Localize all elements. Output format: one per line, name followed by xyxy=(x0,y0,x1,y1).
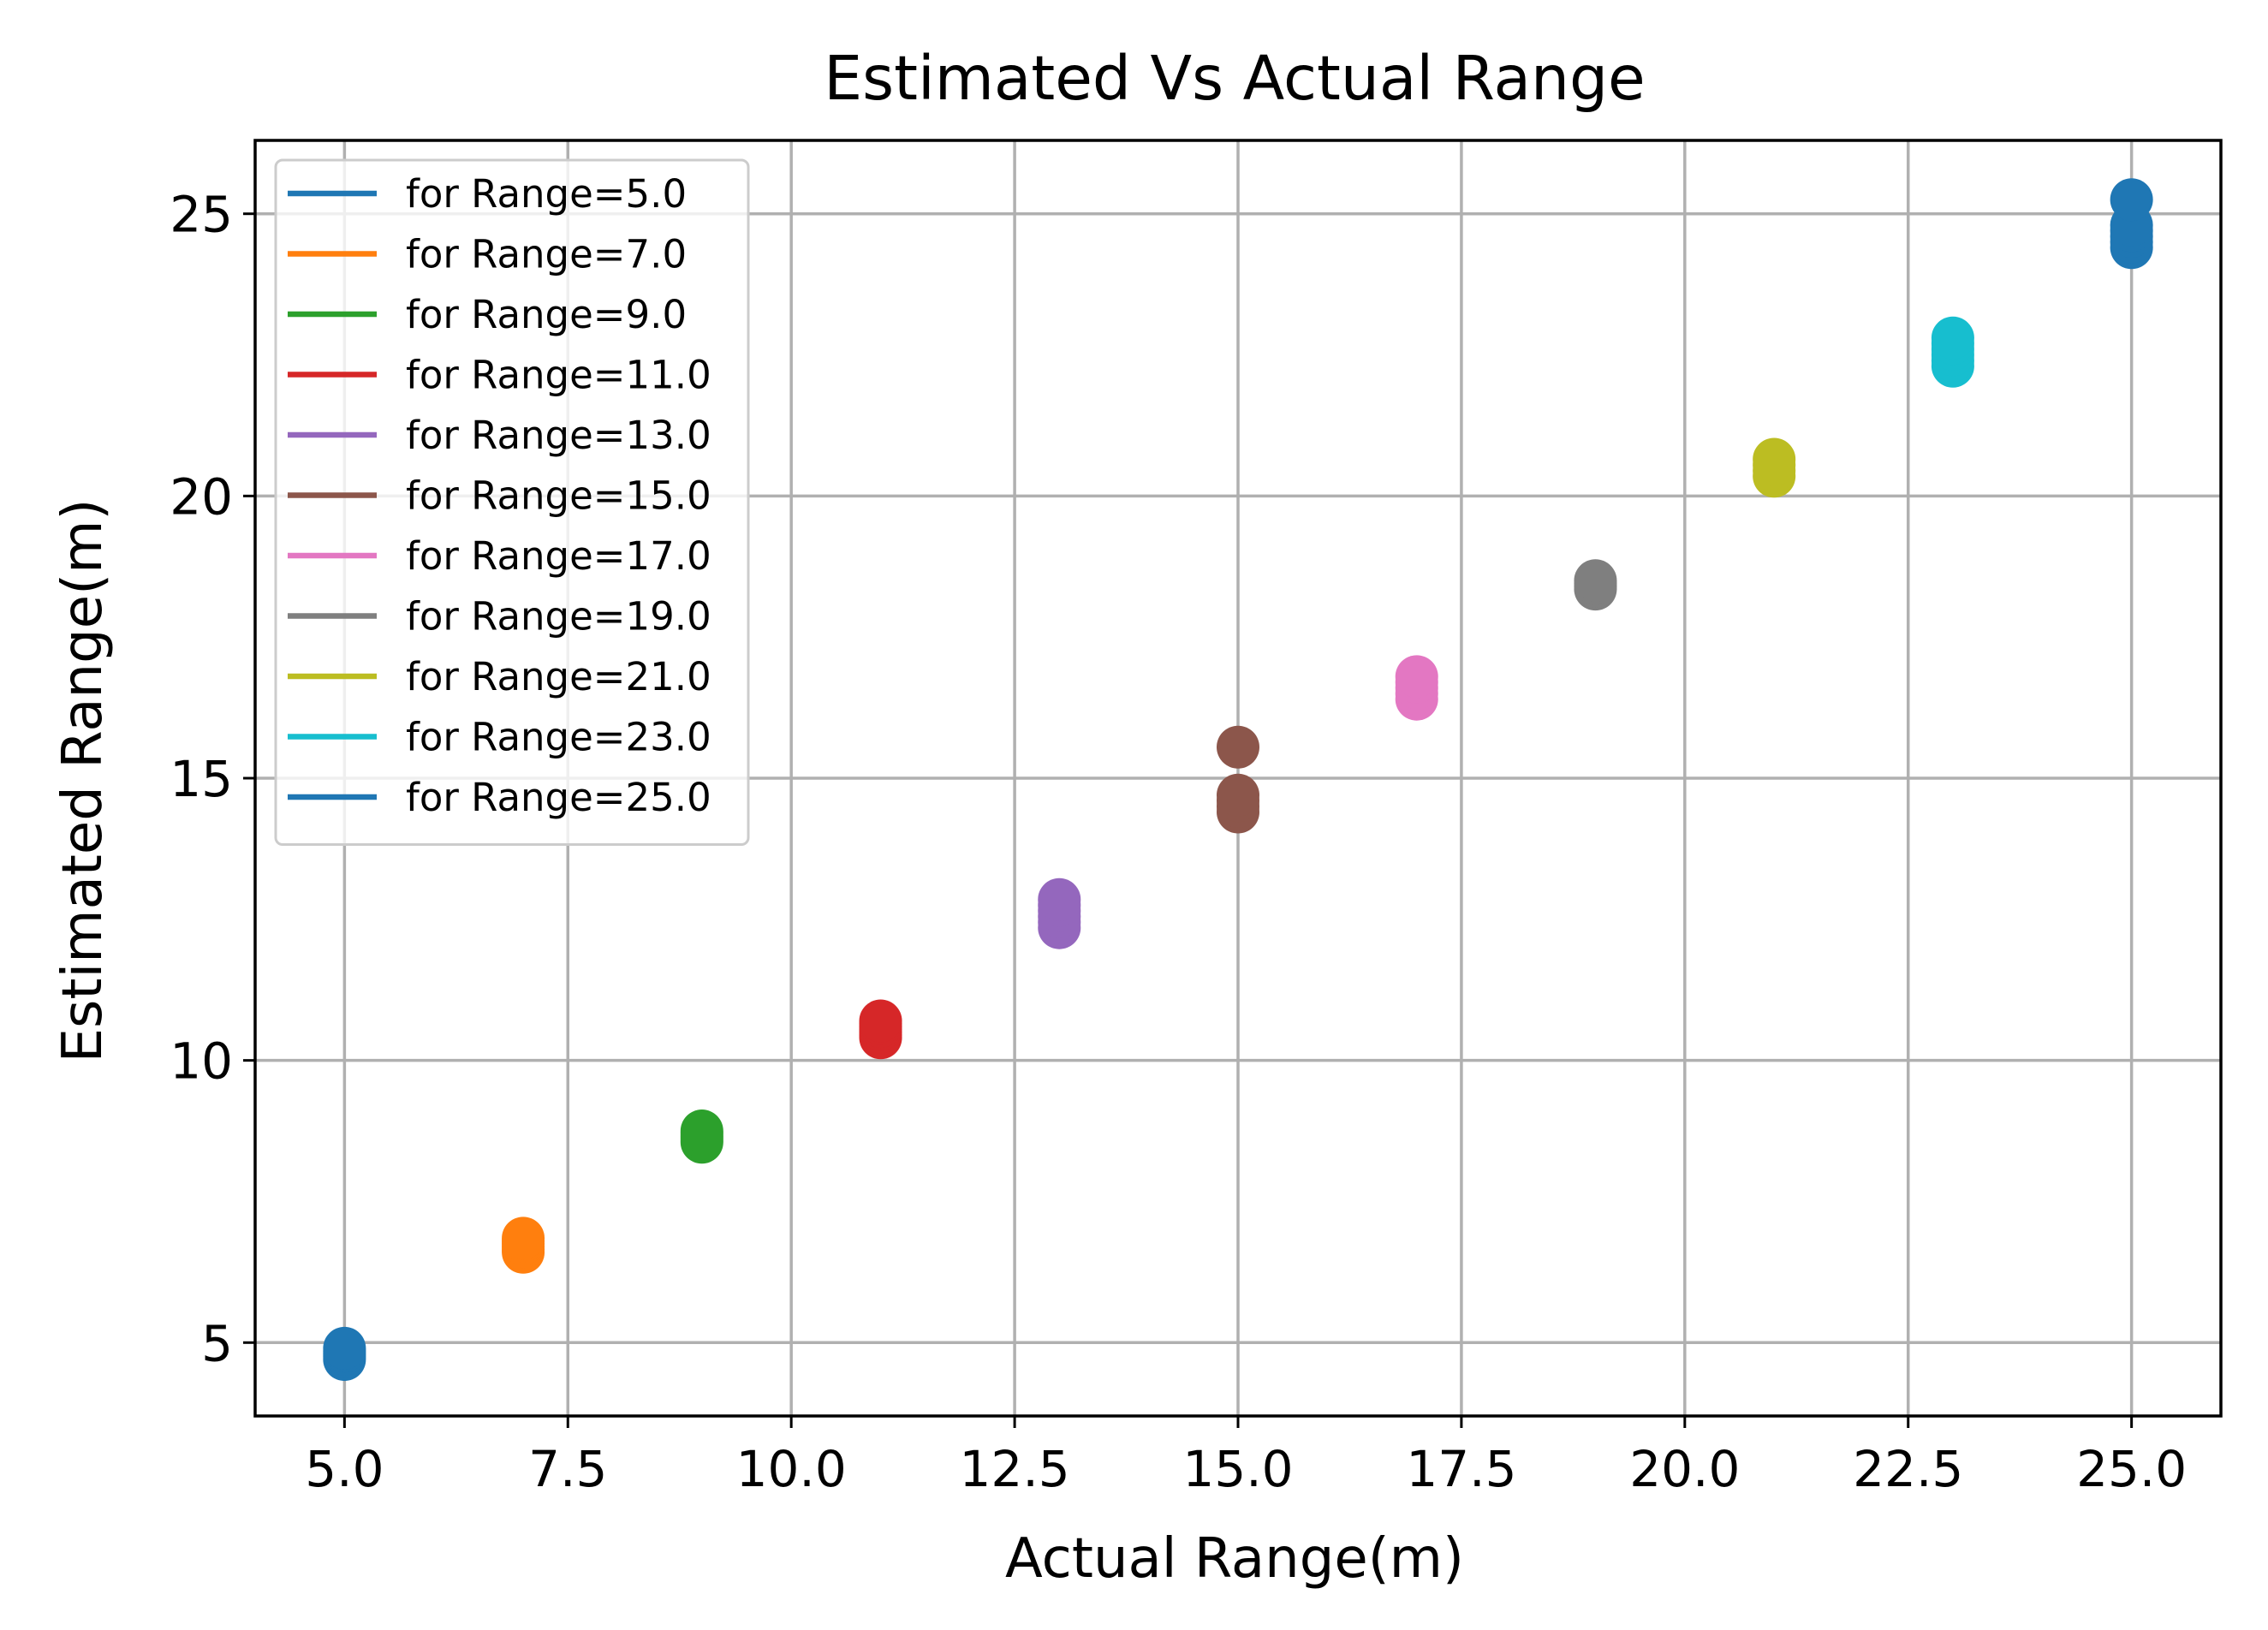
data-point xyxy=(502,1217,545,1260)
legend-label: for Range=7.0 xyxy=(406,232,687,277)
data-point xyxy=(1217,773,1259,817)
legend-label: for Range=5.0 xyxy=(406,171,687,217)
x-tick-label: 7.5 xyxy=(528,1440,607,1498)
x-tick-label: 12.5 xyxy=(960,1440,1070,1498)
data-point xyxy=(1217,725,1259,769)
data-point xyxy=(859,999,902,1043)
axis-ticks: 5.0 7.5 10.0 12.5 15.0 17.5 20.0 22.5 25.0 5 10 15 2… xyxy=(170,186,2187,1498)
x-tick-label: 25.0 xyxy=(2076,1440,2187,1498)
grid xyxy=(255,140,2221,1416)
data-point xyxy=(1038,877,1081,921)
legend-label: for Range=19.0 xyxy=(406,594,711,640)
legend-label: for Range=9.0 xyxy=(406,292,687,337)
y-tick-label: 10 xyxy=(170,1032,233,1091)
x-tick-label: 20.0 xyxy=(1629,1440,1740,1498)
y-tick-label: 15 xyxy=(170,750,233,808)
y-tick-label: 5 xyxy=(201,1314,233,1372)
x-tick-label: 17.5 xyxy=(1406,1440,1516,1498)
data-point xyxy=(323,1326,366,1370)
y-axis-label: Estimated Range(m) xyxy=(51,499,115,1063)
data-point xyxy=(1574,559,1617,603)
legend-box xyxy=(274,158,750,846)
chart-title: Estimated Vs Actual Range xyxy=(824,43,1645,114)
x-tick-label: 5.0 xyxy=(305,1440,384,1498)
data-point xyxy=(1753,437,1796,481)
x-tick-label: 15.0 xyxy=(1182,1440,1293,1498)
legend-label: for Range=21.0 xyxy=(406,654,711,699)
data-points xyxy=(323,178,2153,1382)
legend-label: for Range=11.0 xyxy=(406,353,711,398)
x-axis-label: Actual Range(m) xyxy=(1005,1527,1464,1591)
legend-label: for Range=17.0 xyxy=(406,533,711,579)
data-point xyxy=(1395,655,1438,699)
legend-label: for Range=15.0 xyxy=(406,473,711,519)
y-tick-label: 20 xyxy=(170,467,233,526)
legend-label: for Range=25.0 xyxy=(406,775,711,820)
y-tick-label: 25 xyxy=(170,186,233,244)
legend-label: for Range=23.0 xyxy=(406,715,711,760)
x-tick-label: 10.0 xyxy=(736,1440,847,1498)
x-tick-label: 22.5 xyxy=(1853,1440,1963,1498)
data-point xyxy=(2110,178,2153,222)
data-point xyxy=(680,1109,723,1153)
data-point xyxy=(1931,316,1974,360)
legend-label: for Range=13.0 xyxy=(406,413,711,458)
legend: for Range=5.0 for Range=7.0 for Range=9.0 f… xyxy=(274,158,750,846)
